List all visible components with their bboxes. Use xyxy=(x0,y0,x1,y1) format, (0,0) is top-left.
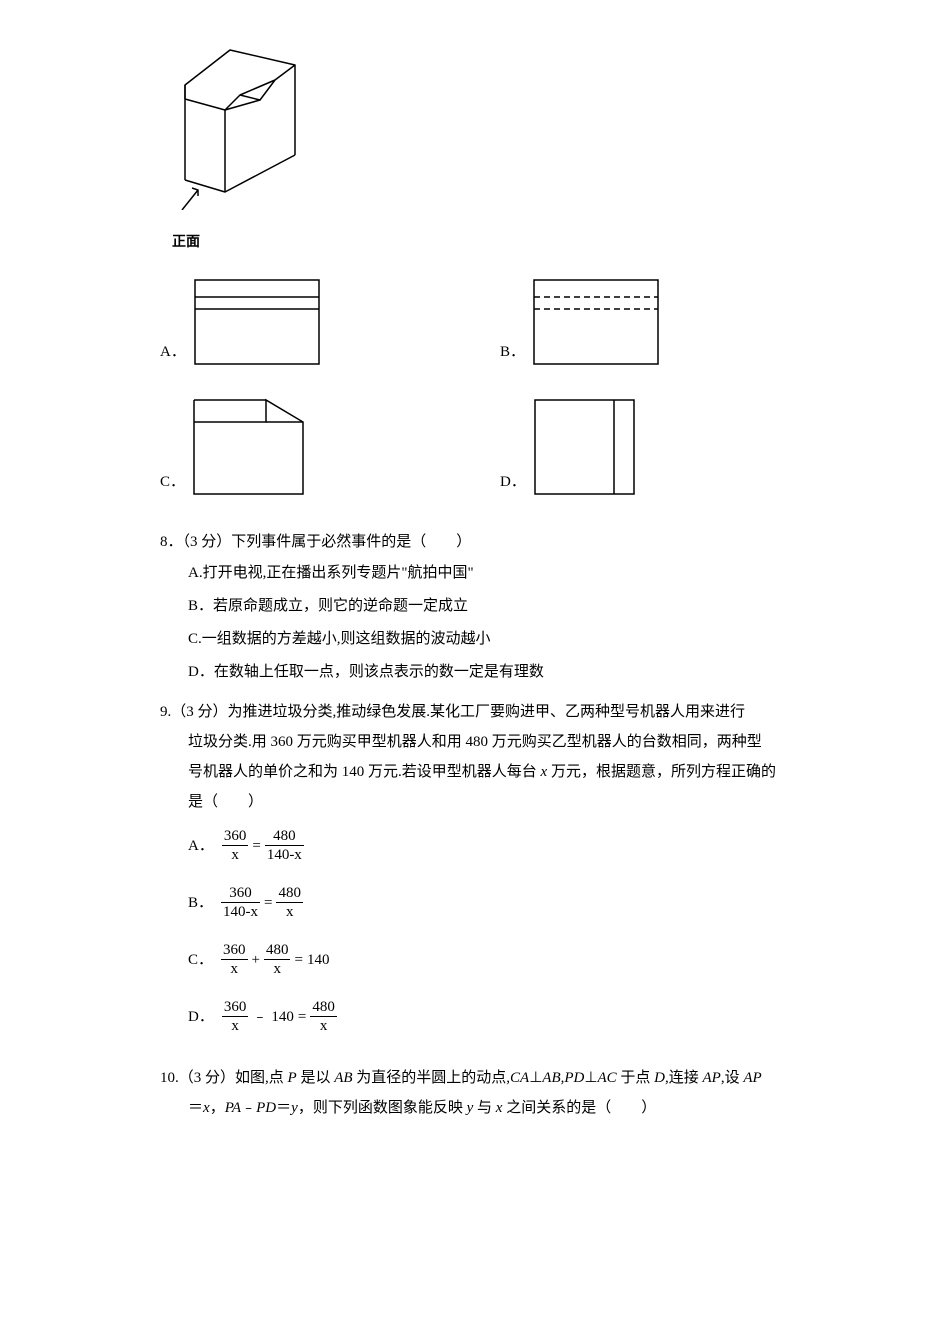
q9-line1: 9.（3 分）为推进垃圾分类,推动绿色发展.某化工厂要购进甲、乙两种型号机器人用… xyxy=(160,697,830,727)
frac-den: x xyxy=(264,960,291,978)
option-label: A． xyxy=(188,831,214,861)
mid-val: 140 xyxy=(271,1002,294,1032)
option-label: B． xyxy=(500,337,525,367)
q10-line2: ＝x，PA﹣PD＝y，则下列函数图象能反映 y 与 x 之间关系的是（） xyxy=(188,1093,830,1123)
frac-num: 480 xyxy=(264,941,291,960)
q9-option-d: D． 360x ﹣ 140 = 480x xyxy=(188,998,528,1035)
option-d-svg xyxy=(532,397,637,497)
eq-rhs: 140 xyxy=(307,945,330,975)
var-AC: AC xyxy=(597,1070,616,1086)
q9-line3: 号机器人的单价之和为 140 万元.若设甲型机器人每台 x 万元，根据题意，所列… xyxy=(188,757,830,787)
eq-op: ﹣ xyxy=(252,1002,267,1032)
q9-l3a: 号机器人的单价之和为 140 万元.若设甲型机器人每台 xyxy=(188,764,541,780)
option-label: C． xyxy=(160,467,185,497)
var-CA: CA xyxy=(510,1070,529,1086)
option-label: C． xyxy=(188,945,213,975)
var-PA: PA xyxy=(225,1100,241,1116)
frac-num: 360 xyxy=(222,998,249,1017)
frac-num: 360 xyxy=(221,941,248,960)
eq-op: = xyxy=(264,888,272,918)
front-face-label: 正面 xyxy=(172,229,830,257)
q8-option-a: A.打开电视,正在播出系列专题片"航拍中国" xyxy=(188,557,830,590)
var-PD: PD xyxy=(564,1070,584,1086)
q9-l4s: ） xyxy=(248,794,263,810)
q9-l3b: 万元，根据题意，所列方程正确的 xyxy=(547,764,776,780)
t: ，则下列函数图象能反映 xyxy=(298,1100,467,1116)
frac-den: x xyxy=(222,1017,249,1035)
t: ） xyxy=(641,1100,656,1116)
option-c-svg xyxy=(191,397,306,497)
var-D: D xyxy=(654,1070,665,1086)
q7-option-d: D． xyxy=(500,397,637,497)
q9-option-a: A． 360x = 480140-x xyxy=(188,827,528,864)
q8-suffix: ） xyxy=(456,534,471,550)
q7-options-row-2: C． D． xyxy=(160,397,830,497)
frac-num: 360 xyxy=(221,884,260,903)
question-8: 8．（3 分）下列事件属于必然事件的是（ ） A.打开电视,正在播出系列专题片"航… xyxy=(160,527,830,689)
frac-den: x xyxy=(310,1017,337,1035)
perp: ⊥ xyxy=(584,1070,597,1086)
frac-den: x xyxy=(221,960,248,978)
t: ,设 xyxy=(721,1070,744,1086)
var-y: y xyxy=(291,1100,298,1116)
t: ， xyxy=(210,1100,225,1116)
q8-stem: 8．（3 分）下列事件属于必然事件的是（ ） xyxy=(160,527,830,557)
frac-den: 140-x xyxy=(265,846,304,864)
question-9: 9.（3 分）为推进垃圾分类,推动绿色发展.某化工厂要购进甲、乙两种型号机器人用… xyxy=(160,697,830,1055)
frac-num: 480 xyxy=(310,998,337,1017)
q9-option-b: B． 360140-x = 480x xyxy=(188,884,528,921)
eq-op: = xyxy=(294,945,302,975)
eq-op: = xyxy=(298,1002,306,1032)
q8-option-b: B．若原命题成立，则它的逆命题一定成立 xyxy=(188,590,830,623)
eq-op: = xyxy=(252,831,260,861)
eq-op: + xyxy=(252,945,260,975)
t: ＝ xyxy=(276,1100,291,1116)
frac-num: 480 xyxy=(276,884,303,903)
q9-line4: 是（ ） xyxy=(188,787,830,817)
var-PD: PD xyxy=(256,1100,276,1116)
option-a-svg xyxy=(192,277,322,367)
option-b-svg xyxy=(531,277,661,367)
var-P: P xyxy=(288,1070,297,1086)
frac-den: x xyxy=(276,903,303,921)
q7-option-c: C． xyxy=(160,397,500,497)
var-AP: AP xyxy=(703,1070,721,1086)
var-x: x xyxy=(203,1100,210,1116)
isometric-solid-svg xyxy=(160,40,310,210)
q9-option-c: C． 360x + 480x = 140 xyxy=(188,941,528,978)
question-10: 10.（3 分）如图,点 P 是以 AB 为直径的半圆上的动点,CA⊥AB,PD… xyxy=(160,1063,830,1123)
t: ,连接 xyxy=(665,1070,703,1086)
q10-line1: 10.（3 分）如图,点 P 是以 AB 为直径的半圆上的动点,CA⊥AB,PD… xyxy=(160,1063,830,1093)
var-AB: AB xyxy=(542,1070,560,1086)
q7-option-a: A． xyxy=(160,277,500,367)
option-label: D． xyxy=(188,1002,214,1032)
q9-line2: 垃圾分类.用 360 万元购买甲型机器人和用 480 万元购买乙型机器人的台数相… xyxy=(188,727,830,757)
perp: ⊥ xyxy=(529,1070,542,1086)
option-label: D． xyxy=(500,467,526,497)
t: ﹣ xyxy=(241,1100,256,1116)
t: 之间关系的是（ xyxy=(502,1100,611,1116)
t: ＝ xyxy=(188,1100,203,1116)
option-label: B． xyxy=(188,888,213,918)
t: 是以 xyxy=(297,1070,335,1086)
frac-num: 360 xyxy=(222,827,249,846)
var-AB: AB xyxy=(334,1070,352,1086)
q7-options-row-1: A． B． xyxy=(160,277,830,367)
q8-option-d: D．在数轴上任取一点，则该点表示的数一定是有理数 xyxy=(188,656,830,689)
t: 为直径的半圆上的动点, xyxy=(353,1070,511,1086)
question-7-3d-figure xyxy=(160,40,830,221)
q7-option-b: B． xyxy=(500,277,661,367)
frac-num: 480 xyxy=(265,827,304,846)
t: 10.（3 分）如图,点 xyxy=(160,1070,288,1086)
t: 与 xyxy=(473,1100,496,1116)
q9-l4: 是（ xyxy=(188,794,218,810)
t: 于点 xyxy=(617,1070,655,1086)
q9-options: A． 360x = 480140-x B． 360140-x = 480x C．… xyxy=(188,827,830,1055)
q8-option-c: C.一组数据的方差越小,则这组数据的波动越小 xyxy=(188,623,830,656)
q8-prefix: 8．（3 分）下列事件属于必然事件的是（ xyxy=(160,534,426,550)
frac-den: 140-x xyxy=(221,903,260,921)
frac-den: x xyxy=(222,846,249,864)
var-AP: AP xyxy=(743,1070,761,1086)
option-label: A． xyxy=(160,337,186,367)
